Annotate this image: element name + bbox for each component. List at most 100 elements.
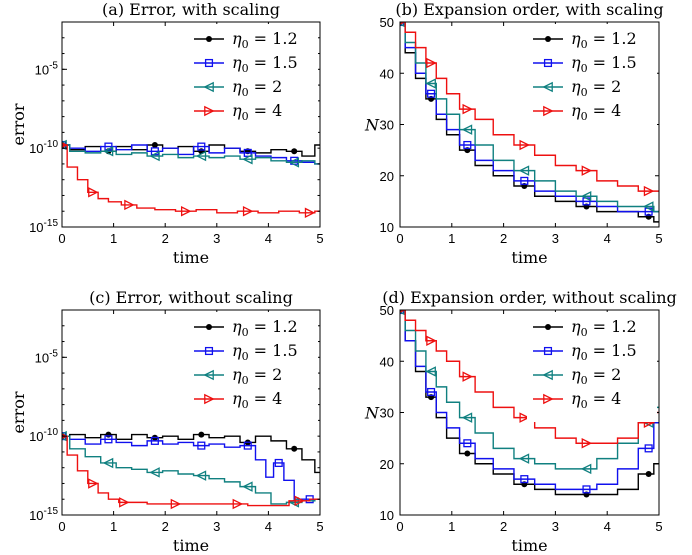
x-tick-label: 4: [604, 519, 611, 534]
series-2: [62, 432, 320, 504]
data-point: [288, 157, 300, 168]
series-4: [62, 433, 320, 510]
legend-marker: [204, 346, 214, 356]
legend-label: η0 = 2: [232, 365, 282, 387]
x-tick-label: 1: [110, 519, 117, 534]
legend-marker: [543, 346, 553, 356]
legend-box: [527, 24, 657, 134]
x-tick-label: 2: [162, 519, 169, 534]
y-tick-label: 20: [380, 169, 394, 184]
legend-box: [188, 312, 318, 422]
legend-item: η0 = 4: [194, 389, 282, 411]
chart-panel-2: (b) Expansion order, with scaling 0 1 2 3 4 5 1…: [364, 0, 664, 267]
series-3: [62, 430, 320, 508]
y-tick-label: 10-15: [29, 506, 58, 523]
legend-item: η0 = 2: [533, 365, 621, 387]
y-tick-label: 20: [380, 457, 394, 472]
data-point: [580, 190, 592, 202]
data-point: [180, 205, 192, 217]
y-tick-label: 10: [380, 220, 394, 235]
data-point: [644, 444, 653, 453]
x-tick-label: 0: [396, 231, 403, 246]
legend-marker: [545, 324, 551, 330]
data-point: [242, 153, 253, 165]
data-point: [198, 431, 205, 438]
series-line: [62, 435, 320, 500]
legend: η0 = 1.2η0 = 1.5η0 = 2η0 = 4: [188, 24, 318, 134]
x-tick-label: 5: [655, 519, 662, 534]
series-line: [400, 22, 659, 223]
data-point: [427, 89, 436, 98]
data-point: [195, 470, 207, 481]
chart-panel-4: (d) Expansion order, without scaling 0 1 2 3…: [364, 288, 677, 555]
data-point: [462, 371, 473, 382]
legend-box: [188, 24, 318, 134]
data-point: [88, 478, 99, 489]
series-line: [400, 22, 659, 213]
data-point: [274, 458, 283, 468]
chart-title: (c) Error, without scaling: [89, 288, 293, 307]
x-tick-label: 1: [448, 519, 455, 534]
data-point: [243, 441, 252, 450]
series-4: [62, 142, 320, 219]
series-line: [62, 144, 320, 214]
legend-marker: [203, 369, 214, 381]
legend: η0 = 1.2η0 = 1.5η0 = 2η0 = 4: [527, 312, 657, 422]
legend-item: η0 = 1.2: [194, 317, 298, 339]
legend-label: η0 = 1.5: [232, 53, 298, 75]
series-3: [62, 139, 320, 168]
x-axis-label: time: [173, 248, 209, 267]
legend: η0 = 1.2η0 = 1.5η0 = 2η0 = 4: [527, 24, 657, 134]
data-point: [425, 366, 436, 377]
legend-item: η0 = 1.5: [194, 53, 298, 75]
x-tick-label: 3: [552, 231, 559, 246]
data-point: [463, 439, 472, 448]
data-point: [119, 497, 130, 508]
x-tick-label: 0: [396, 519, 403, 534]
x-tick-label: 2: [500, 519, 507, 534]
data-point: [461, 124, 473, 135]
legend-label: η0 = 1.2: [232, 317, 298, 339]
data-point: [581, 437, 593, 449]
legend-item: η0 = 1.5: [194, 341, 298, 363]
series-line: [400, 310, 659, 470]
legend-marker: [206, 324, 212, 330]
data-point: [197, 142, 206, 151]
plot-frame: [61, 309, 321, 516]
data-point: [425, 78, 436, 89]
chart-panel-1: (a) Error, with scaling 0 1 2 3 4 5 10-15 10-10 1…: [9, 0, 324, 267]
legend: η0 = 1.2η0 = 1.5η0 = 2η0 = 4: [188, 312, 318, 422]
legend-marker: [542, 81, 553, 93]
data-point: [464, 450, 471, 457]
data-point: [461, 412, 473, 423]
legend-marker: [543, 58, 553, 68]
x-axis-label: time: [511, 536, 547, 555]
y-tick-label: 10-5: [35, 348, 59, 365]
series-2: [62, 140, 320, 165]
data-point: [151, 142, 158, 148]
y-axis-label: N: [364, 116, 380, 135]
y-tick-label: 30: [380, 118, 394, 133]
y-axis-label: N: [364, 404, 380, 423]
y-tick-label: 10-5: [35, 60, 59, 77]
data-point: [427, 387, 436, 397]
x-tick-label: 3: [552, 519, 559, 534]
chart-title: (a) Error, with scaling: [102, 0, 280, 19]
legend-item: η0 = 2: [194, 365, 282, 387]
legend-marker: [543, 393, 554, 405]
data-point: [149, 150, 160, 162]
legend-label: η0 = 2: [571, 365, 621, 387]
data-point: [462, 103, 473, 115]
x-tick-label: 4: [265, 231, 272, 246]
data-point: [291, 148, 298, 155]
legend-item: η0 = 2: [533, 77, 621, 99]
data-point: [643, 185, 655, 197]
plot-frame: [61, 21, 321, 228]
y-axis-label: error: [9, 391, 28, 433]
x-tick-label: 0: [58, 231, 65, 246]
legend-label: η0 = 4: [571, 389, 621, 411]
legend-label: η0 = 4: [571, 101, 621, 123]
y-tick-label: 10-10: [29, 427, 58, 444]
data-point: [304, 207, 316, 219]
